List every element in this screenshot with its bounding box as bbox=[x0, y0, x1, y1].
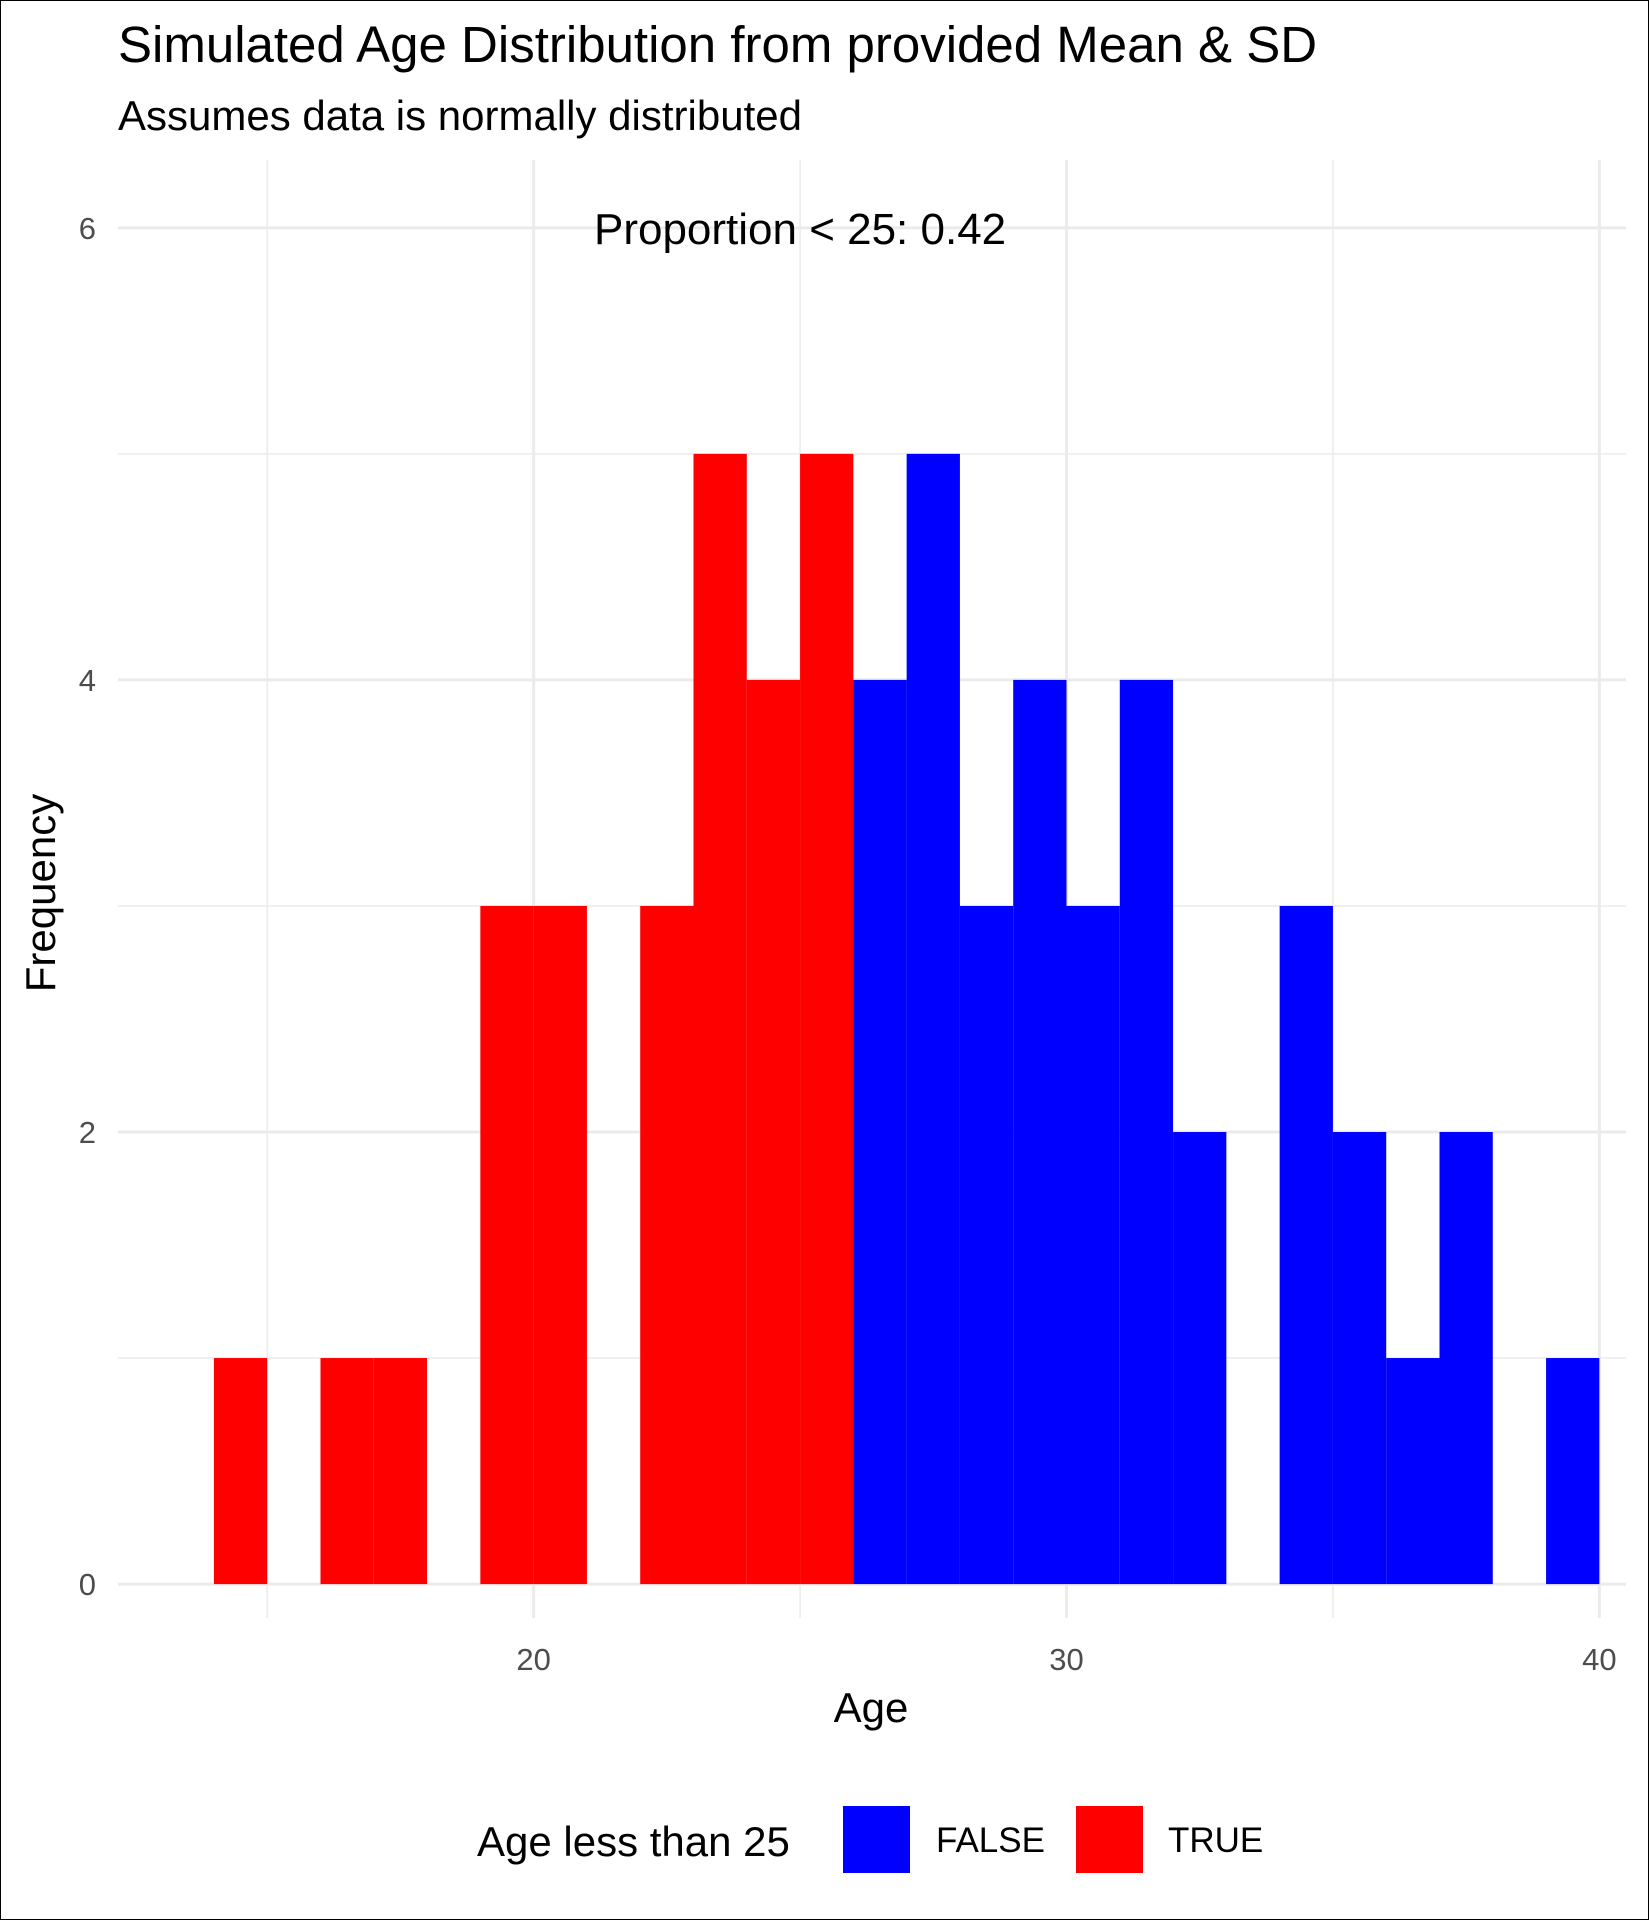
histogram-bar-false bbox=[1386, 1358, 1440, 1585]
y-tick-label: 6 bbox=[79, 211, 96, 246]
histogram-bar-true bbox=[373, 1358, 428, 1585]
histogram-bar-true bbox=[213, 1358, 268, 1585]
histogram-bar-true bbox=[320, 1358, 374, 1585]
y-tick-label: 2 bbox=[79, 1115, 96, 1150]
chart-title: Simulated Age Distribution from provided… bbox=[118, 16, 1317, 73]
histogram-bar-true bbox=[533, 905, 587, 1585]
x-tick-label: 40 bbox=[1582, 1642, 1616, 1677]
histogram-bar-false bbox=[1066, 905, 1120, 1585]
legend: Age less than 25 FALSE TRUE bbox=[477, 1806, 1263, 1873]
chart-subtitle: Assumes data is normally distributed bbox=[118, 92, 802, 139]
proportion-annotation: Proportion < 25: 0.42 bbox=[594, 205, 1006, 254]
histogram-bar-true bbox=[800, 453, 854, 1585]
histogram-bars bbox=[213, 453, 1600, 1585]
histogram-bar-false bbox=[1332, 1132, 1387, 1585]
histogram-bar-false bbox=[1546, 1358, 1600, 1585]
histogram-bar-false bbox=[1279, 905, 1333, 1585]
histogram-bar-true bbox=[746, 679, 801, 1585]
y-tick-label: 0 bbox=[79, 1567, 96, 1602]
histogram-bar-false bbox=[959, 905, 1014, 1585]
legend-label-true: TRUE bbox=[1168, 1821, 1263, 1860]
histogram-bar-false bbox=[853, 679, 907, 1585]
x-tick-label: 30 bbox=[1049, 1642, 1083, 1677]
x-axis-title: Age bbox=[834, 1684, 909, 1731]
legend-key-true bbox=[1076, 1806, 1143, 1873]
histogram-bar-false bbox=[1173, 1132, 1227, 1585]
x-tick-label: 20 bbox=[516, 1642, 550, 1677]
y-tick-label: 4 bbox=[79, 663, 96, 698]
histogram-bar-true bbox=[640, 905, 694, 1585]
histogram-bar-false bbox=[1439, 1132, 1493, 1585]
legend-key-false bbox=[843, 1806, 910, 1873]
histogram-bar-false bbox=[1013, 679, 1067, 1585]
histogram-bar-true bbox=[693, 453, 747, 1585]
histogram-bar-false bbox=[1119, 679, 1174, 1585]
legend-title: Age less than 25 bbox=[477, 1818, 790, 1865]
histogram-bar-false bbox=[906, 453, 960, 1585]
tick-labels: 20 30 40 0 2 4 6 bbox=[79, 211, 1617, 1677]
legend-label-false: FALSE bbox=[936, 1821, 1045, 1860]
histogram-bar-true bbox=[480, 905, 534, 1585]
y-axis-title: Frequency bbox=[17, 794, 64, 992]
